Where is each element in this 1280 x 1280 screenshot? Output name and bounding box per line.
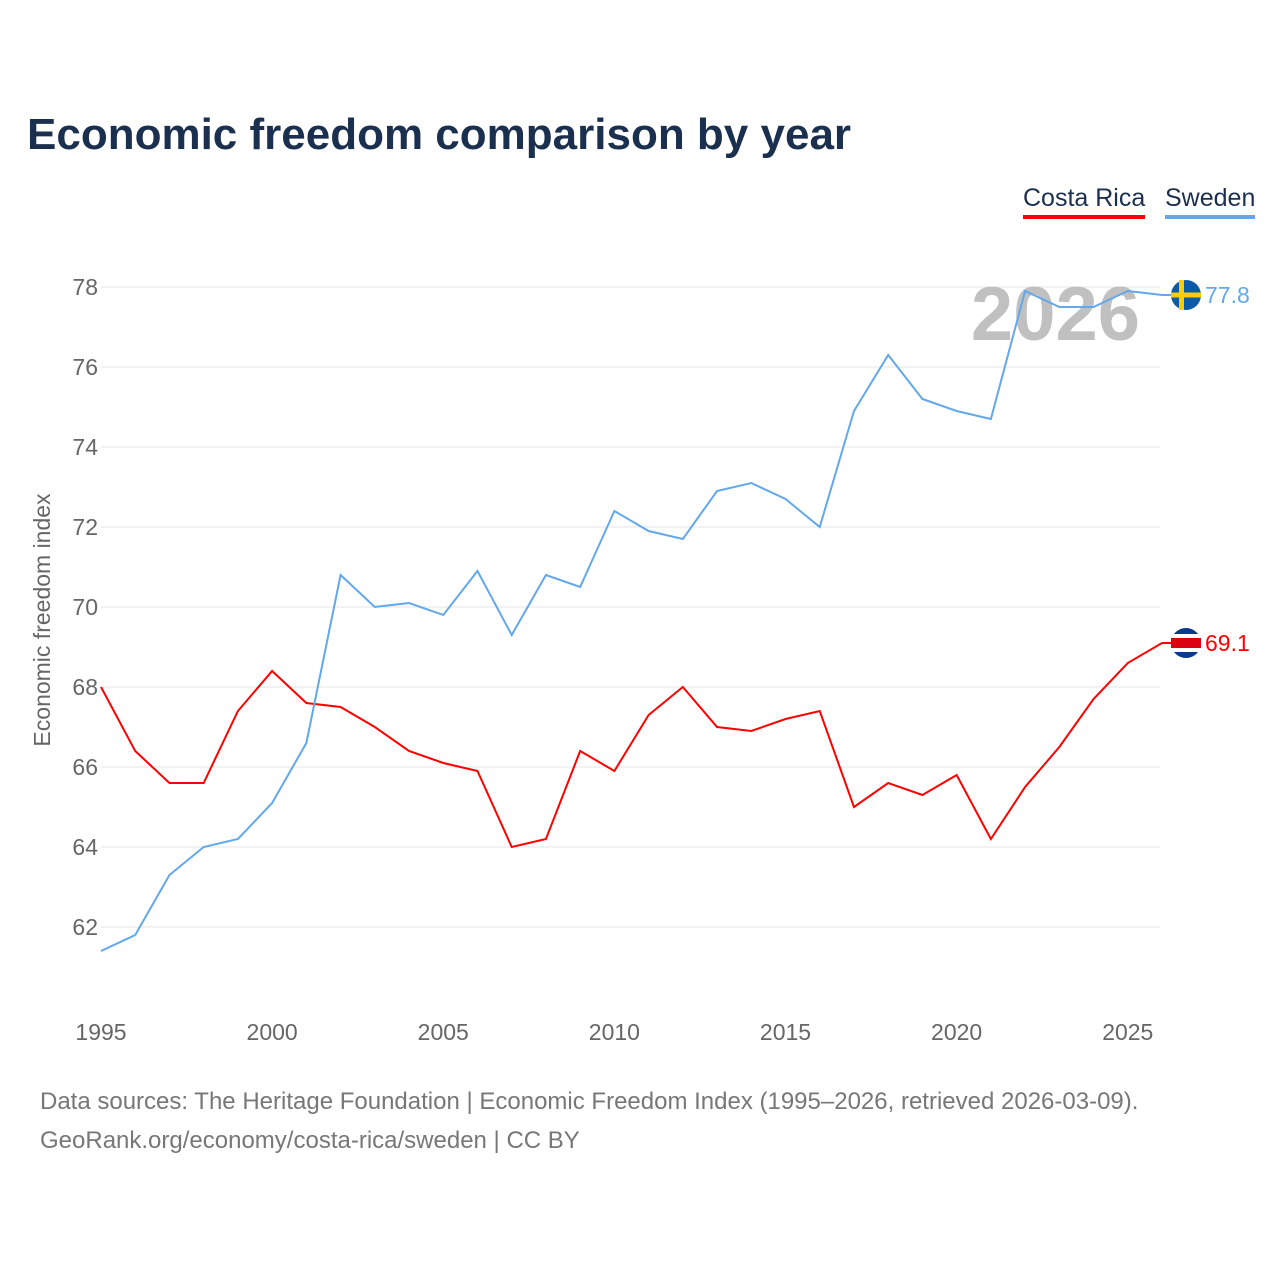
y-tick-label: 64 bbox=[72, 834, 98, 860]
costa-rica-flag-stripe bbox=[1171, 638, 1201, 648]
series-line-costa-rica bbox=[100, 642, 1163, 849]
y-tick-label: 66 bbox=[72, 754, 98, 780]
x-tick-label: 2025 bbox=[1102, 1019, 1153, 1045]
x-tick-label: 1995 bbox=[75, 1019, 126, 1045]
y-axis-label: Economic freedom index bbox=[29, 493, 55, 747]
x-tick-label: 2010 bbox=[589, 1019, 640, 1045]
series-line-sweden bbox=[100, 289, 1163, 952]
y-tick-label: 74 bbox=[72, 434, 98, 460]
x-tick-label: 2005 bbox=[418, 1019, 469, 1045]
footer-sources: Data sources: The Heritage Foundation | … bbox=[40, 1088, 1139, 1115]
y-tick-label: 68 bbox=[72, 674, 98, 700]
legend-costa-rica[interactable]: Costa Rica bbox=[1023, 184, 1146, 219]
x-tick-label: 2020 bbox=[931, 1019, 982, 1045]
y-tick-label: 62 bbox=[72, 914, 98, 940]
sweden-flag-cross bbox=[1171, 292, 1201, 298]
x-tick-label: 2015 bbox=[760, 1019, 811, 1045]
page-title: Economic freedom comparison by year bbox=[27, 110, 852, 159]
y-tick-label: 70 bbox=[72, 594, 98, 620]
footer-link[interactable]: GeoRank.org/economy/costa-rica/sweden | … bbox=[40, 1127, 580, 1154]
end-value-label: 69.1 bbox=[1205, 630, 1250, 656]
y-tick-label: 76 bbox=[72, 354, 98, 380]
legend-sweden[interactable]: Sweden bbox=[1165, 184, 1256, 219]
y-tick-label: 72 bbox=[72, 514, 98, 540]
y-tick-label: 78 bbox=[72, 274, 98, 300]
end-value-label: 77.8 bbox=[1205, 282, 1250, 308]
x-tick-label: 2000 bbox=[247, 1019, 298, 1045]
year-watermark: 2026 bbox=[971, 272, 1140, 357]
